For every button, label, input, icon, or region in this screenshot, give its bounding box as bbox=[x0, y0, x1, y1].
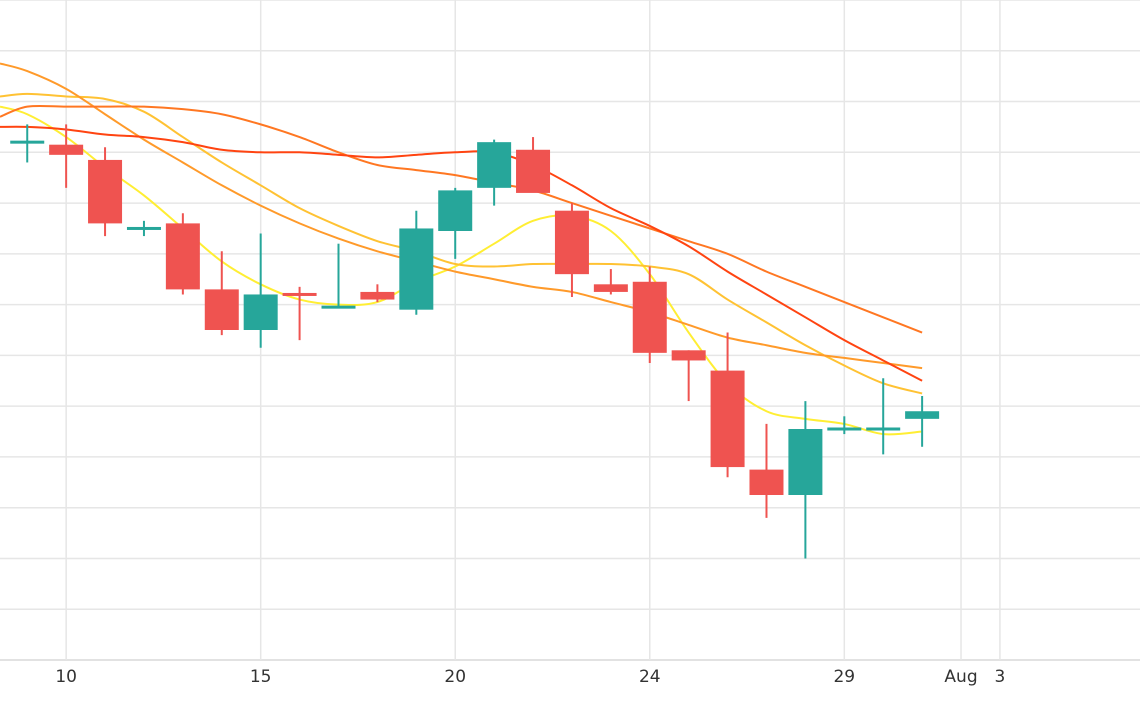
candles bbox=[10, 124, 940, 559]
candle-body bbox=[49, 144, 84, 155]
candle-up bbox=[866, 378, 901, 455]
candle-body bbox=[282, 292, 317, 296]
moving-average-line-2 bbox=[0, 92, 923, 395]
candle-up bbox=[126, 220, 161, 237]
candle-body bbox=[243, 294, 278, 330]
x-tick-label: 10 bbox=[55, 667, 77, 687]
candle-body bbox=[126, 226, 161, 230]
x-tick-label: Aug bbox=[944, 667, 977, 687]
candle-down bbox=[554, 203, 589, 297]
candle-down bbox=[88, 147, 123, 237]
candle-down bbox=[671, 350, 706, 402]
candle-down bbox=[282, 286, 317, 341]
candle-body bbox=[204, 289, 239, 330]
candle-down bbox=[516, 137, 551, 193]
candle-body bbox=[88, 159, 123, 224]
candle-body bbox=[516, 149, 551, 193]
candle-down bbox=[632, 266, 667, 363]
candle-up bbox=[10, 124, 45, 163]
moving-average-line-3 bbox=[0, 62, 923, 370]
candle-body bbox=[360, 291, 395, 300]
candle-down bbox=[49, 124, 84, 188]
candle-up bbox=[243, 233, 278, 348]
candle-body bbox=[710, 370, 745, 468]
candle-body bbox=[671, 350, 706, 361]
candle-body bbox=[477, 142, 512, 188]
moving-average-lines bbox=[0, 62, 923, 436]
candle-up bbox=[399, 210, 434, 315]
candle-down bbox=[749, 423, 784, 518]
candle-body bbox=[438, 190, 473, 231]
candle-up bbox=[788, 401, 823, 559]
candle-body bbox=[866, 427, 901, 431]
candle-body bbox=[593, 284, 628, 292]
x-tick-label: 24 bbox=[639, 667, 661, 687]
candle-body bbox=[321, 305, 356, 309]
candle-down bbox=[204, 251, 239, 336]
candle-up bbox=[827, 416, 862, 435]
candle-down bbox=[165, 213, 200, 295]
x-tick-label: 3 bbox=[995, 667, 1006, 687]
candle-body bbox=[399, 228, 434, 310]
grid-lines bbox=[0, 0, 1140, 661]
x-axis-tick-labels: 10 15 20 24 29 Aug 3 bbox=[55, 667, 1005, 687]
candle-up bbox=[321, 243, 356, 309]
candle-body bbox=[905, 411, 940, 419]
moving-average-line-4 bbox=[0, 104, 923, 334]
candle-body bbox=[788, 429, 823, 495]
candle-down bbox=[593, 269, 628, 295]
candle-down bbox=[360, 284, 395, 303]
candle-body bbox=[827, 427, 862, 431]
x-tick-label: 29 bbox=[833, 667, 855, 687]
x-tick-label: 15 bbox=[250, 667, 272, 687]
candle-body bbox=[165, 223, 200, 290]
candle-up bbox=[438, 187, 473, 259]
candle-up bbox=[477, 139, 512, 206]
x-tick-label: 20 bbox=[444, 667, 466, 687]
moving-average-line-5 bbox=[0, 125, 923, 382]
candle-body bbox=[749, 469, 784, 495]
candle-down bbox=[710, 332, 745, 478]
candle-body bbox=[554, 210, 589, 275]
candle-body bbox=[632, 281, 667, 353]
moving-average-line-1 bbox=[0, 105, 923, 436]
candle-body bbox=[10, 140, 45, 144]
candle-up bbox=[905, 396, 940, 447]
